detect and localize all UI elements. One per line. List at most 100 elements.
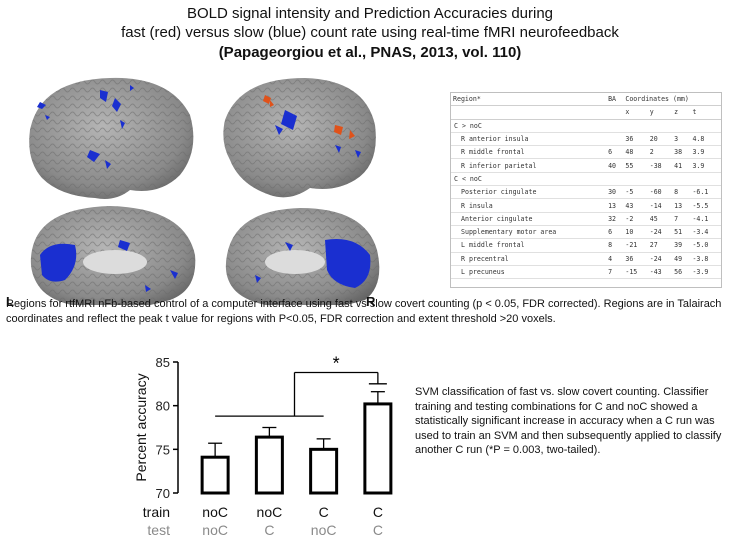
cell-x: 55 — [623, 158, 648, 173]
significance-star: * — [333, 353, 340, 373]
column-header-region: Region* — [451, 93, 607, 107]
cell-ba: 4 — [606, 252, 624, 266]
cell-y: 27 — [647, 238, 673, 253]
test-label: C — [373, 522, 383, 538]
cell-z: 41 — [672, 158, 691, 173]
left-lateral-brain — [29, 77, 194, 199]
cell-region: R insula — [451, 198, 607, 213]
y-tick-label: 85 — [156, 355, 170, 370]
bar — [254, 435, 284, 495]
cell-z: 39 — [672, 238, 691, 253]
cell-t: 3.9 — [690, 145, 721, 160]
cell-t: 3.9 — [690, 158, 721, 173]
bar — [309, 447, 339, 495]
table-row: R precentral 4 36 -24 49 -3.8 — [451, 252, 721, 266]
cell-z: 49 — [672, 252, 691, 266]
table-row: R insula 13 43 -14 13 -5.5 — [451, 198, 721, 213]
bar — [200, 455, 230, 495]
cell-x: 36 — [623, 132, 648, 147]
cell-y: 2 — [647, 145, 673, 160]
brain-renderings — [29, 77, 380, 309]
train-label: C — [373, 504, 383, 520]
column-header-z: z — [672, 105, 691, 120]
table-group-row: C > noC — [451, 119, 721, 133]
table-row: R middle frontal 6 48 2 38 3.9 — [451, 145, 721, 160]
cell-z: 8 — [672, 185, 691, 200]
cell-region: R precentral — [451, 252, 607, 266]
right-lateral-brain — [223, 78, 376, 198]
title-line-1: BOLD signal intensity and Prediction Acc… — [186, 5, 554, 22]
y-axis-label: Percent accuracy — [133, 373, 149, 481]
table-row: Posterior cingulate 30 -5 -60 8 -6.1 — [451, 185, 721, 200]
left-hemisphere-label: L — [6, 294, 14, 309]
region-table: Region* BA Coordinates (mm) x y z t C > … — [450, 92, 722, 288]
cell-region: Anterior cingulate — [451, 212, 607, 226]
cell-t: -3.8 — [690, 252, 721, 266]
cell-ba: 32 — [606, 212, 624, 226]
cell-region: Posterior cingulate — [451, 185, 607, 200]
column-header-y: y — [647, 105, 673, 120]
test-label: noC — [202, 522, 228, 538]
train-label: noC — [257, 504, 283, 520]
cell-y: -38 — [647, 158, 673, 173]
cell-t: -4.1 — [690, 212, 721, 226]
cell-t: -6.1 — [690, 185, 721, 200]
cell-t: 4.8 — [690, 132, 721, 147]
y-tick-label: 75 — [156, 442, 170, 457]
cell-t: -3.4 — [690, 225, 721, 240]
cell-y: -43 — [647, 265, 673, 280]
train-row-label: train — [143, 504, 170, 520]
cell-y: -14 — [647, 198, 673, 213]
column-header-ba: BA — [606, 93, 624, 107]
cell-z: 51 — [672, 225, 691, 240]
right-hemisphere-label: R — [366, 294, 376, 309]
cell-ba: 7 — [606, 265, 624, 280]
cell-x: 48 — [623, 145, 648, 160]
table-row: L middle frontal 8 -21 27 39 -5.0 — [451, 238, 721, 253]
cell-x: -5 — [623, 185, 648, 200]
title-line-2: fast (red) versus slow (blue) count rate… — [121, 24, 619, 41]
table-row: L precuneus 7 -15 -43 56 -3.9 — [451, 265, 721, 280]
cell-t: -5.0 — [690, 238, 721, 253]
test-label: noC — [311, 522, 337, 538]
y-tick-label: 70 — [156, 486, 170, 501]
cell-ba: 30 — [606, 185, 624, 200]
svm-description: SVM classification of fast vs. slow cove… — [415, 386, 722, 456]
cell-y: -24 — [647, 225, 673, 240]
cell-ba: 8 — [606, 238, 624, 253]
region-table-body: C > noC R anterior insula 36 20 3 4.8 R middle… — [451, 119, 721, 280]
cell-region: Supplementary motor area — [451, 225, 607, 240]
test-row-label: test — [147, 522, 170, 538]
cell-z: 3 — [672, 132, 691, 147]
cell-z: 38 — [672, 145, 691, 160]
cell-y: -60 — [647, 185, 673, 200]
table-row: R anterior insula 36 20 3 4.8 — [451, 132, 721, 147]
cell-y: -24 — [647, 252, 673, 266]
group-label: C > noC — [451, 119, 721, 133]
train-label: noC — [202, 504, 228, 520]
right-medial-brain — [225, 208, 380, 309]
cell-ba: 6 — [606, 225, 624, 240]
table-group-row: C < noC — [451, 172, 721, 187]
table-header-row: Region* BA Coordinates (mm) — [451, 93, 721, 107]
cell-region: L middle frontal — [451, 238, 607, 253]
figure-caption: Regions for rtfMRI nFb-based control of … — [6, 298, 722, 325]
cell-x: -21 — [623, 238, 648, 253]
column-header-t: t — [690, 105, 721, 120]
region-table-grid: Region* BA Coordinates (mm) x y z t C > … — [451, 93, 721, 280]
table-row: R inferior parietal 40 55 -38 41 3.9 — [451, 158, 721, 173]
table-row: Supplementary motor area 6 10 -24 51 -3.4 — [451, 225, 721, 240]
cell-t: -5.5 — [690, 198, 721, 213]
y-tick-label: 80 — [156, 399, 170, 414]
test-label: C — [264, 522, 274, 538]
column-header-coordinates: Coordinates (mm) — [623, 93, 721, 107]
cell-ba: 6 — [606, 145, 624, 160]
cell-ba: 40 — [606, 158, 624, 173]
cell-ba — [606, 132, 624, 147]
cell-x: -2 — [623, 212, 648, 226]
cell-x: -15 — [623, 265, 648, 280]
cell-x: 10 — [623, 225, 648, 240]
cell-region: R middle frontal — [451, 145, 607, 160]
cell-z: 56 — [672, 265, 691, 280]
